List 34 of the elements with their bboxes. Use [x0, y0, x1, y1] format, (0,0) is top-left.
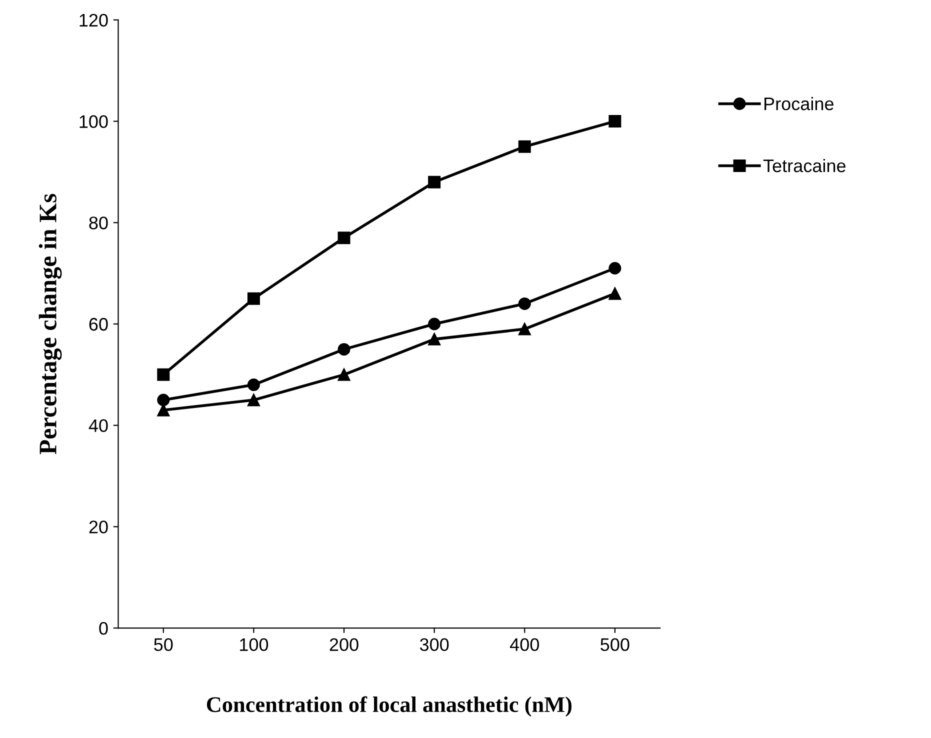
point [608, 262, 622, 274]
point [338, 368, 350, 381]
x-tick-label: 500 [600, 638, 630, 652]
y-tick-label: 80 [89, 216, 108, 230]
point [608, 115, 622, 128]
x-tick-label: 100 [240, 638, 268, 652]
point [247, 378, 260, 392]
x-axis-title: Concentration of local anasthetic (nM) [206, 696, 572, 717]
x-tick-label: 300 [420, 638, 449, 652]
x-tick-label: 200 [330, 638, 358, 652]
point [247, 292, 260, 305]
legend-label: Procaine [764, 96, 834, 110]
point [518, 297, 531, 310]
point [247, 394, 260, 406]
point [518, 322, 531, 336]
point [428, 318, 441, 330]
x-tick-label: 400 [510, 638, 539, 652]
point [338, 232, 350, 244]
point [157, 394, 170, 406]
x-tick-label: 50 [154, 638, 173, 652]
y-tick-label: 0 [99, 622, 108, 635]
y-tick-label: 40 [88, 419, 108, 432]
y-axis-title: Percentage change in Ks [38, 194, 62, 454]
point [428, 176, 441, 188]
legend-label: Tetracaine [763, 158, 846, 172]
y-tick-label: 120 [80, 14, 108, 27]
point [518, 140, 531, 153]
point [428, 332, 441, 346]
point [608, 287, 622, 300]
point [157, 368, 170, 381]
point [338, 343, 350, 356]
y-tick-label: 100 [80, 115, 108, 128]
y-tick-label: 20 [89, 520, 108, 534]
y-tick-label: 60 [89, 318, 108, 331]
